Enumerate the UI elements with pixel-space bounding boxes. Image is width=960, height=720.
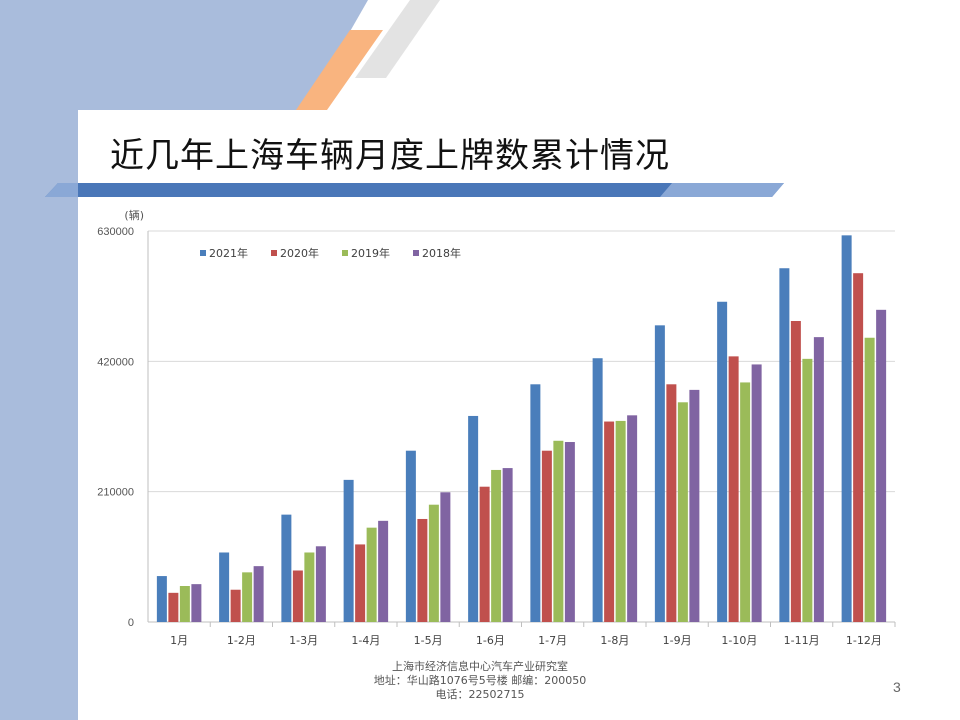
footer-phone: 电话：22502715 [435,688,525,701]
legend-swatch [342,250,348,256]
left-decor-band [0,0,78,720]
footer-org: 上海市经济信息中心汽车产业研究室 [392,660,568,673]
x-tick-label: 1-12月 [846,634,882,647]
y-tick-label: 630000 [97,226,134,238]
bar-2018年-1-9月 [689,389,700,622]
title-underline-bar [45,183,784,197]
bar-2021年-1-8月 [592,358,603,622]
bar-2021年-1-10月 [717,301,728,622]
bar-2018年-1-3月 [315,546,326,622]
bar-2020年-1-5月 [417,518,428,622]
x-tick-label: 1-7月 [538,634,567,647]
bar-2020年-1-3月 [292,570,303,622]
bar-2020年-1-10月 [728,356,739,622]
x-tick-label: 1-10月 [721,634,757,647]
footer-address: 地址：华山路1076号5号楼 邮编：200050 [373,674,587,687]
y-tick-label: 210000 [97,487,134,499]
bar-2019年-1月 [179,586,190,622]
bar-2019年-1-7月 [553,440,564,622]
bar-2021年-1-2月 [219,552,230,622]
x-tick-label: 1-5月 [414,634,443,647]
bar-2019年-1-3月 [304,552,315,622]
page-number: 3 [893,679,901,695]
bar-2020年-1-2月 [230,589,241,622]
y-tick-label: 0 [128,617,134,629]
bar-2021年-1-9月 [654,325,665,622]
bar-2019年-1-2月 [242,572,253,622]
legend-label: 2021年 [209,246,248,260]
content-card [78,112,960,720]
x-tick-label: 1-3月 [289,634,318,647]
bar-2021年-1-4月 [343,479,354,622]
x-tick-label: 1-9月 [663,634,692,647]
bar-2019年-1-12月 [864,337,875,622]
legend-swatch [200,250,206,256]
bar-2020年-1-12月 [853,273,864,622]
bar-2018年-1-8月 [627,415,638,622]
legend-label: 2020年 [280,246,319,260]
bar-2020年-1-6月 [479,486,490,622]
chart-plot: 0 210000 420000 630000 (辆) 1月 1-2月 1-3月 1-4月 1-5月… [97,208,896,647]
bar-2018年-1月 [191,584,202,622]
title-underline-left [45,183,78,197]
slide-title: 近几年上海车辆月度上牌数累计情况 [110,136,670,176]
bar-2021年-1-12月 [841,235,852,622]
bar-2019年-1-8月 [615,420,626,622]
bar-2020年-1-4月 [355,544,366,622]
bar-2021年-1月 [156,576,167,622]
x-tick-label: 1-2月 [227,634,256,647]
footer-contact: 上海市经济信息中心汽车产业研究室 地址：华山路1076号5号楼 邮编：20005… [330,660,630,702]
legend-label: 2019年 [351,246,390,260]
y-axis-label: (辆) [124,208,144,222]
bar-2021年-1-11月 [779,268,790,622]
bar-2018年-1-6月 [502,468,513,622]
top-left-panel [0,0,368,110]
bar-2021年-1-7月 [530,384,541,622]
bar-2019年-1-11月 [802,358,813,622]
bar-2020年-1-9月 [666,384,677,622]
bar-2020年-1-7月 [541,450,552,622]
bar-2019年-1-6月 [491,469,502,622]
title-underline-light [660,183,784,197]
x-tick-label: 1月 [170,634,188,647]
bar-2018年-1-10月 [751,364,762,622]
bar-2021年-1-3月 [281,514,292,622]
bar-2020年-1-11月 [790,320,801,622]
gray-stripe [355,0,440,78]
legend-label: 2018年 [422,246,461,260]
bar-2018年-1-11月 [813,337,824,622]
bar-2018年-1-4月 [378,520,389,622]
x-tick-label: 1-8月 [600,634,629,647]
bar-2019年-1-4月 [366,527,377,622]
orange-stripe [296,30,383,110]
bar-2019年-1-10月 [740,382,751,622]
legend-swatch [413,250,419,256]
x-tick-label: 1-6月 [476,634,505,647]
x-tick-label: 1-11月 [784,634,820,647]
legend-swatch [271,250,277,256]
bar-2021年-1-6月 [468,415,479,622]
bar-2019年-1-5月 [428,504,439,622]
bar-2019年-1-9月 [677,402,688,622]
bar-2020年-1-8月 [604,421,615,622]
bar-2020年-1月 [168,592,179,622]
bar-2018年-1-2月 [253,566,264,622]
bar-2018年-1-7月 [564,442,575,622]
bar-2021年-1-5月 [405,450,416,622]
bar-2018年-1-5月 [440,492,451,622]
x-tick-label: 1-4月 [351,634,380,647]
y-tick-label: 420000 [97,356,134,368]
bar-2018年-1-12月 [876,309,887,622]
